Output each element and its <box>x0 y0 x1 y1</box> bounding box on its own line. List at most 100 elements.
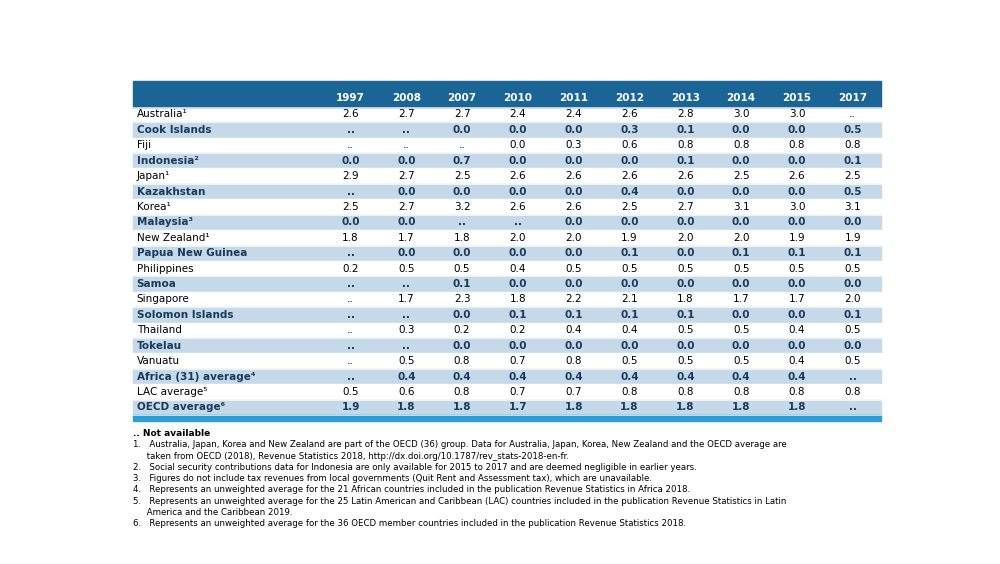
Text: 0.4: 0.4 <box>397 372 416 382</box>
Text: 2.4: 2.4 <box>510 109 526 120</box>
Text: 0.1: 0.1 <box>509 310 527 320</box>
Text: 1.8: 1.8 <box>732 402 750 412</box>
Text: ..: .. <box>347 310 355 320</box>
Text: 0.6: 0.6 <box>398 387 415 397</box>
Text: 0.5: 0.5 <box>733 263 749 274</box>
Bar <box>133 415 881 421</box>
Text: 1.8: 1.8 <box>453 402 471 412</box>
Text: Singapore: Singapore <box>137 294 189 305</box>
Bar <box>133 138 881 153</box>
Text: 0.0: 0.0 <box>676 187 695 197</box>
Text: 2.7: 2.7 <box>398 202 415 212</box>
Bar <box>133 276 881 292</box>
Text: 2.5: 2.5 <box>733 171 749 181</box>
Text: 0.0: 0.0 <box>788 125 806 135</box>
Text: 0.1: 0.1 <box>843 156 862 166</box>
Text: Papua New Guinea: Papua New Guinea <box>137 248 247 258</box>
Bar <box>133 384 881 400</box>
Text: 0.0: 0.0 <box>397 248 416 258</box>
Text: 0.0: 0.0 <box>564 248 583 258</box>
Text: 0.8: 0.8 <box>844 387 861 397</box>
Text: 0.3: 0.3 <box>620 125 639 135</box>
Text: 0.7: 0.7 <box>510 387 526 397</box>
Text: 0.0: 0.0 <box>564 341 583 351</box>
Text: 3.1: 3.1 <box>844 202 861 212</box>
Text: 0.0: 0.0 <box>788 341 806 351</box>
Text: 1997: 1997 <box>336 92 365 103</box>
Text: ..: .. <box>849 109 856 120</box>
Text: 2.6: 2.6 <box>789 171 805 181</box>
Text: 6.   Represents an unweighted average for the 36 OECD member countries included : 6. Represents an unweighted average for … <box>133 519 686 528</box>
Text: 0.8: 0.8 <box>621 387 638 397</box>
Text: OECD average⁶: OECD average⁶ <box>137 402 225 412</box>
Text: Cook Islands: Cook Islands <box>137 125 211 135</box>
Text: 0.1: 0.1 <box>676 125 695 135</box>
Bar <box>133 292 881 307</box>
Text: 1.   Australia, Japan, Korea and New Zealand are part of the OECD (36) group. Da: 1. Australia, Japan, Korea and New Zeala… <box>133 440 786 450</box>
Text: 0.0: 0.0 <box>510 140 526 151</box>
Text: Indonesia²: Indonesia² <box>137 156 198 166</box>
Bar <box>133 215 881 230</box>
Text: 0.4: 0.4 <box>453 372 471 382</box>
Text: 0.0: 0.0 <box>843 217 862 227</box>
Text: Africa (31) average⁴: Africa (31) average⁴ <box>137 372 255 382</box>
Text: 1.8: 1.8 <box>677 294 694 305</box>
Bar <box>133 369 881 384</box>
Text: 0.0: 0.0 <box>453 187 471 197</box>
Text: 0.8: 0.8 <box>789 140 805 151</box>
Text: 0.4: 0.4 <box>676 372 695 382</box>
Text: 0.8: 0.8 <box>677 387 694 397</box>
Text: 0.5: 0.5 <box>677 356 694 366</box>
Text: 1.8: 1.8 <box>454 233 470 243</box>
Text: 0.4: 0.4 <box>789 325 805 336</box>
Text: 0.0: 0.0 <box>453 310 471 320</box>
Text: 2.6: 2.6 <box>565 171 582 181</box>
Text: 2.6: 2.6 <box>677 171 694 181</box>
Text: ..: .. <box>402 279 410 289</box>
Text: 2.6: 2.6 <box>510 171 526 181</box>
Text: ..: .. <box>347 325 354 336</box>
Text: ..: .. <box>347 341 355 351</box>
Bar <box>133 307 881 323</box>
Text: 0.0: 0.0 <box>732 341 750 351</box>
Text: 0.0: 0.0 <box>788 187 806 197</box>
Text: 2.7: 2.7 <box>398 171 415 181</box>
Text: 0.4: 0.4 <box>510 263 526 274</box>
Text: Tokelau: Tokelau <box>137 341 182 351</box>
Text: 2.4: 2.4 <box>565 109 582 120</box>
Bar <box>133 89 881 107</box>
Text: 0.0: 0.0 <box>843 341 862 351</box>
Text: 0.0: 0.0 <box>453 341 471 351</box>
Text: 2.0: 2.0 <box>733 233 749 243</box>
Text: 2.0: 2.0 <box>565 233 582 243</box>
Bar <box>133 169 881 184</box>
Text: 1.9: 1.9 <box>621 233 638 243</box>
Text: 2007: 2007 <box>448 92 477 103</box>
Text: 0.5: 0.5 <box>733 325 749 336</box>
Text: 2.6: 2.6 <box>621 171 638 181</box>
Text: 0.4: 0.4 <box>564 372 583 382</box>
Text: 2.0: 2.0 <box>844 294 861 305</box>
Text: 2011: 2011 <box>559 92 588 103</box>
Text: 2.5: 2.5 <box>454 171 470 181</box>
Text: ..: .. <box>402 341 410 351</box>
Text: 0.8: 0.8 <box>454 387 470 397</box>
Text: ..: .. <box>402 125 410 135</box>
Text: 2015: 2015 <box>782 92 811 103</box>
Text: 0.1: 0.1 <box>453 279 471 289</box>
Text: ..: .. <box>347 187 355 197</box>
Text: ..: .. <box>347 248 355 258</box>
Text: 0.0: 0.0 <box>732 125 750 135</box>
Text: 0.0: 0.0 <box>509 187 527 197</box>
Text: 0.7: 0.7 <box>510 356 526 366</box>
Text: 1.7: 1.7 <box>398 233 415 243</box>
Text: 0.0: 0.0 <box>732 156 750 166</box>
Text: 2012: 2012 <box>615 92 644 103</box>
Text: ..: .. <box>514 217 522 227</box>
Text: 0.8: 0.8 <box>565 356 582 366</box>
Text: 0.0: 0.0 <box>788 279 806 289</box>
Text: 2013: 2013 <box>671 92 700 103</box>
Text: 2008: 2008 <box>392 92 421 103</box>
Text: 3.2: 3.2 <box>454 202 470 212</box>
Text: 1.7: 1.7 <box>733 294 749 305</box>
